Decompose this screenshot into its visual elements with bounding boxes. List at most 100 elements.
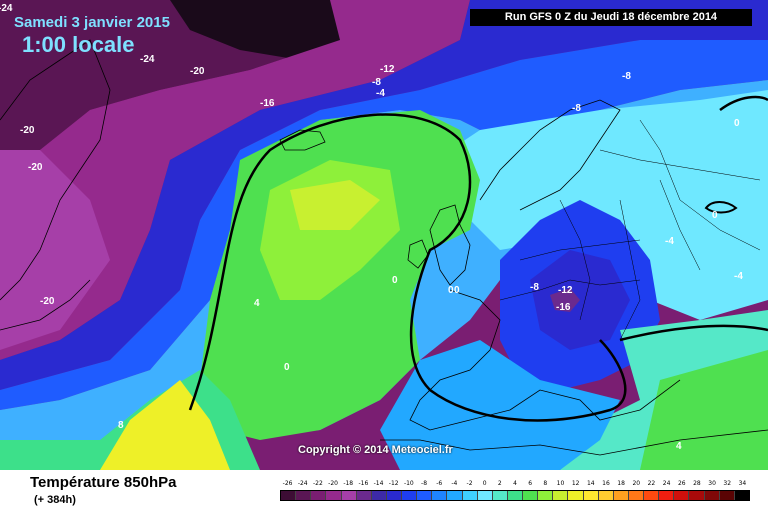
isotherm-zero-island xyxy=(704,201,738,214)
legend-value: 26 xyxy=(677,480,686,487)
legend-value: -4 xyxy=(451,480,458,487)
legend-swatch xyxy=(598,491,614,500)
legend-value: -6 xyxy=(436,480,443,487)
legend-value: -22 xyxy=(312,480,323,487)
forecast-date: Samedi 3 janvier 2015 xyxy=(14,14,170,31)
field-coldest-core xyxy=(550,288,580,312)
legend-value: 12 xyxy=(571,480,580,487)
legend-value: -20 xyxy=(328,480,338,487)
legend-swatch xyxy=(689,491,705,500)
contour-value-label: 0 xyxy=(454,285,460,296)
legend-value: 30 xyxy=(708,480,716,487)
legend-value: -24 xyxy=(297,480,308,487)
contour-value-label: -16 xyxy=(556,302,571,313)
border-2 xyxy=(519,239,641,261)
contour-value-label: -12 xyxy=(380,64,395,75)
footer-legend-area: Température 850hPa (+ 384h) -26 -24 -22 -20… xyxy=(0,470,768,512)
contour-value-label: 8 xyxy=(118,420,124,431)
legend-value: 0 xyxy=(482,480,487,487)
legend-swatch xyxy=(553,491,569,500)
legend-swatch xyxy=(371,491,387,500)
isotherm-zero-east xyxy=(619,324,768,342)
legend-value: 16 xyxy=(602,480,610,487)
legend-value: 22 xyxy=(647,480,656,487)
legend-swatch xyxy=(538,491,554,500)
contour-value-label: -8 xyxy=(530,282,539,293)
legend-value: 14 xyxy=(586,480,595,487)
legend-value: 20 xyxy=(632,480,641,487)
legend-swatch xyxy=(659,491,675,500)
legend-value: -10 xyxy=(403,480,414,487)
legend-value: -8 xyxy=(421,480,428,487)
contour-value-label: -16 xyxy=(260,98,275,109)
legend-swatch xyxy=(507,491,523,500)
field-green-se2 xyxy=(640,350,768,470)
field-blue-band xyxy=(0,40,768,410)
legend-swatch xyxy=(477,491,493,500)
border-1 xyxy=(499,279,641,301)
contour-value-label: -20 xyxy=(28,162,43,173)
legend-swatch xyxy=(296,491,312,500)
field-yellow-sw xyxy=(100,380,230,470)
legend-value: 28 xyxy=(693,480,701,487)
legend-swatch xyxy=(402,491,418,500)
contour-value-label: -20 xyxy=(40,296,55,307)
legend-value: -14 xyxy=(373,480,384,487)
border-4 xyxy=(619,199,641,341)
legend-value: -16 xyxy=(358,480,369,487)
legend-value: 24 xyxy=(662,480,671,487)
legend-swatch xyxy=(326,491,342,500)
legend-swatch xyxy=(417,491,433,500)
coast-scandinavia xyxy=(479,99,621,211)
forecast-time: 1:00 locale xyxy=(22,32,135,57)
legend-value: 8 xyxy=(543,480,548,487)
legend-swatch xyxy=(386,491,402,500)
isotherm-zero xyxy=(188,113,627,422)
field-dark-purple xyxy=(0,0,340,220)
contour-labels: -24-20-20-20-20-24-16-12-8-4-8-800-4-400… xyxy=(0,3,743,452)
contour-value-label: -12 xyxy=(558,285,573,296)
legend-swatch xyxy=(568,491,584,500)
field-navy-band xyxy=(0,0,768,390)
legend-swatch xyxy=(462,491,478,500)
contour-value-label: 0 xyxy=(734,118,740,129)
legend-swatch xyxy=(719,491,735,500)
field-yellowgreen xyxy=(290,180,380,230)
isotherm-zero-ne xyxy=(719,95,768,112)
legend-swatch xyxy=(704,491,720,500)
field-cyan-europe xyxy=(420,90,768,320)
contour-value-label: 4 xyxy=(254,298,260,309)
legend-swatch xyxy=(341,491,357,500)
temperature-map: -24-20-20-20-20-24-16-12-8-4-8-800-4-400… xyxy=(0,0,768,470)
coast-europe xyxy=(409,289,681,431)
border-7 xyxy=(639,119,761,251)
border-5 xyxy=(659,179,701,271)
contour-value-label: -20 xyxy=(190,66,205,77)
legend-value: -2 xyxy=(466,480,473,487)
legend-swatch xyxy=(613,491,629,500)
field-purple-band xyxy=(0,0,470,360)
contour-value-label: -4 xyxy=(665,236,674,247)
coast-greenland xyxy=(0,39,111,301)
contour-value-label: -8 xyxy=(572,103,581,114)
field-purple-left xyxy=(0,150,110,350)
legend-swatch xyxy=(628,491,644,500)
legend-swatch xyxy=(644,491,660,500)
legend-value: 4 xyxy=(513,480,517,487)
legend-swatch xyxy=(734,491,749,500)
coast-canada xyxy=(0,279,91,331)
legend-scale-labels: -26 -24 -22 -20 -18 -16 -14 -12 -10 -8 -6 -4 -2 0 2 4 6 8… xyxy=(280,480,750,490)
contour-value-label: -4 xyxy=(376,88,385,99)
coastlines xyxy=(0,39,768,456)
legend-value: -26 xyxy=(282,480,293,487)
legend-value: 10 xyxy=(556,480,565,487)
legend-swatch xyxy=(356,491,372,500)
coast-africa xyxy=(380,429,768,456)
coast-ireland xyxy=(407,239,429,269)
contour-value-label: 0 xyxy=(712,210,718,221)
model-run-label: Run GFS 0 Z du Jeudi 18 décembre 2014 xyxy=(470,9,752,26)
border-3 xyxy=(559,199,591,321)
legend-value: 2 xyxy=(497,480,502,487)
contour-value-label: -8 xyxy=(372,77,381,88)
